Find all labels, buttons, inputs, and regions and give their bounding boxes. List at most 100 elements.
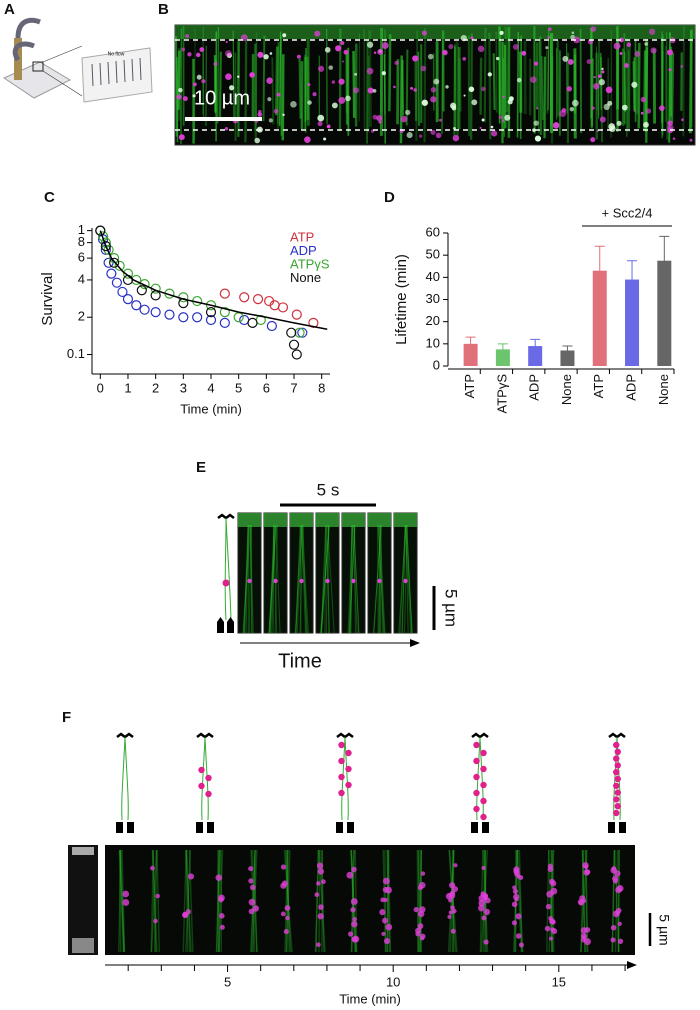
texture bbox=[316, 881, 321, 886]
texture bbox=[242, 524, 250, 634]
data-point bbox=[219, 306, 230, 318]
texture bbox=[453, 46, 457, 136]
texture bbox=[296, 524, 303, 634]
texture bbox=[593, 75, 596, 79]
texture bbox=[483, 908, 491, 916]
texture bbox=[598, 79, 605, 86]
panel-label: D bbox=[384, 189, 395, 206]
texture bbox=[386, 849, 390, 953]
data-point bbox=[277, 302, 289, 313]
cartoon bbox=[198, 782, 205, 790]
texture bbox=[373, 524, 382, 634]
texture bbox=[182, 96, 188, 102]
texture bbox=[192, 94, 196, 98]
texture bbox=[659, 105, 665, 112]
texture bbox=[501, 119, 505, 123]
texture bbox=[185, 849, 192, 953]
texture bbox=[498, 26, 502, 115]
texture bbox=[511, 901, 518, 908]
texture bbox=[645, 108, 652, 114]
chip-label: No flow bbox=[108, 51, 125, 57]
reference-image bbox=[68, 845, 98, 955]
texture bbox=[451, 908, 457, 914]
texture bbox=[619, 37, 624, 43]
cartoon bbox=[613, 769, 620, 776]
texture bbox=[317, 121, 323, 127]
texture bbox=[689, 138, 693, 142]
x-tick-label: 15 bbox=[552, 974, 566, 989]
texture bbox=[269, 52, 273, 55]
texture bbox=[280, 864, 287, 870]
bar bbox=[625, 279, 640, 366]
cartoon bbox=[473, 773, 480, 781]
texture bbox=[536, 107, 539, 110]
texture bbox=[257, 112, 263, 117]
texture bbox=[394, 513, 417, 527]
texture bbox=[382, 886, 389, 893]
texture bbox=[495, 56, 500, 61]
texture bbox=[188, 849, 194, 953]
texture bbox=[372, 524, 382, 634]
texture bbox=[249, 72, 255, 78]
texture bbox=[318, 904, 324, 910]
y-tick-label: 30 bbox=[426, 291, 440, 306]
strip bbox=[341, 512, 366, 634]
texture bbox=[487, 72, 492, 77]
texture bbox=[327, 524, 335, 634]
cartoon bbox=[341, 736, 346, 821]
texture bbox=[318, 65, 325, 72]
texture bbox=[415, 931, 421, 937]
data-point bbox=[239, 314, 250, 326]
error-bar bbox=[530, 338, 541, 354]
x-tick-label: ADP bbox=[623, 374, 638, 401]
data-point bbox=[122, 294, 134, 305]
x-tick-label: 7 bbox=[290, 380, 297, 395]
texture bbox=[547, 27, 552, 32]
data-point bbox=[150, 290, 161, 301]
texture bbox=[186, 849, 191, 953]
texture bbox=[383, 54, 386, 144]
texture bbox=[451, 105, 457, 111]
texture bbox=[248, 908, 255, 915]
texture bbox=[283, 929, 289, 935]
texture bbox=[648, 28, 656, 35]
texture bbox=[452, 134, 460, 142]
texture bbox=[605, 86, 613, 94]
texture bbox=[643, 50, 647, 130]
texture bbox=[483, 27, 487, 123]
texture bbox=[284, 849, 292, 953]
cartoon bbox=[613, 741, 620, 749]
y-tick-label: 0.1 bbox=[67, 346, 85, 361]
data-point bbox=[286, 327, 297, 338]
data-point bbox=[100, 241, 111, 252]
data-point bbox=[297, 327, 308, 338]
legend-entry: ATPγS bbox=[290, 256, 330, 271]
texture bbox=[624, 51, 627, 112]
cartoon bbox=[473, 805, 480, 813]
panel-label: A bbox=[4, 1, 15, 18]
legend-entry: None bbox=[290, 270, 321, 285]
texture bbox=[430, 129, 436, 135]
cartoon bbox=[196, 822, 203, 833]
error-bar bbox=[562, 345, 573, 356]
texture bbox=[377, 578, 382, 584]
data-point bbox=[109, 257, 120, 268]
texture bbox=[445, 85, 449, 89]
texture bbox=[516, 874, 521, 879]
lifetime-chart: 0 10 20 30 40 50 60 Lifetime (min) + Scc2/4 ATP AT… bbox=[393, 205, 675, 414]
texture bbox=[155, 893, 160, 899]
cartoon bbox=[338, 741, 345, 749]
texture bbox=[590, 137, 596, 143]
texture bbox=[304, 136, 311, 143]
texture bbox=[185, 34, 190, 39]
panel-label: C bbox=[44, 189, 55, 206]
texture bbox=[266, 77, 273, 84]
texture bbox=[238, 513, 261, 527]
texture bbox=[350, 898, 358, 906]
texture bbox=[262, 35, 266, 122]
texture bbox=[282, 33, 287, 38]
texture bbox=[405, 524, 409, 634]
texture bbox=[598, 39, 600, 119]
texture bbox=[366, 67, 374, 75]
cartoon bbox=[608, 822, 615, 833]
